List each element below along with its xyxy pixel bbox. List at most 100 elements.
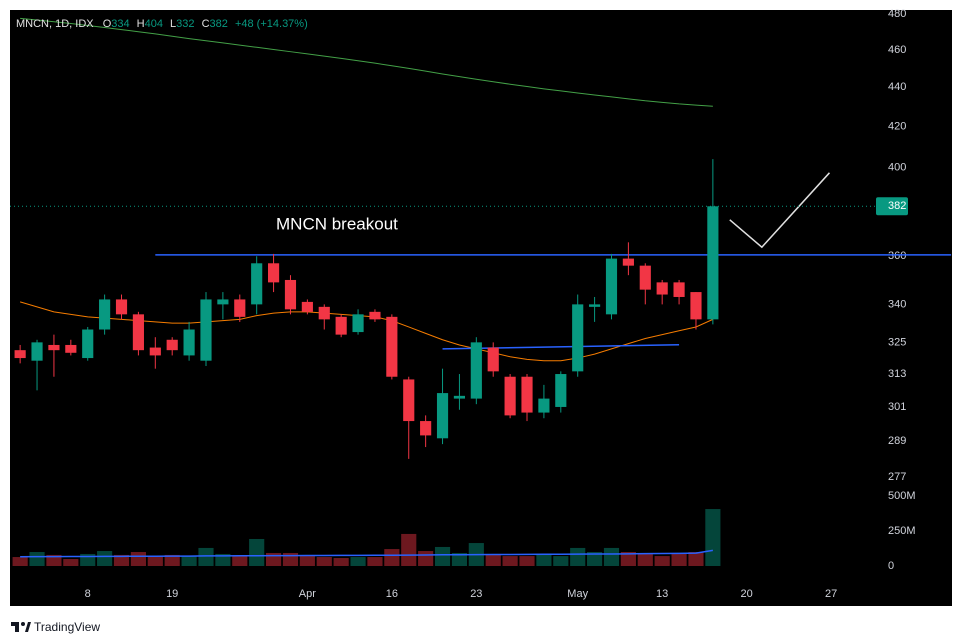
logo-shape: [21, 622, 25, 626]
volume-ma: [20, 549, 713, 558]
volume-bar: [215, 553, 231, 566]
candle-body: [403, 379, 415, 422]
y-tick-label: 480: [888, 8, 906, 20]
candle-body: [453, 395, 466, 399]
candle-body: [251, 263, 263, 305]
v-tick-label: 0: [888, 560, 894, 572]
candle-body: [234, 299, 246, 317]
volume-bar: [418, 551, 434, 566]
y-tick-label: 460: [888, 44, 906, 56]
volume-bar: [333, 558, 349, 566]
volume-pane: 500M 250M 0: [12, 490, 916, 572]
candle-body: [183, 329, 195, 356]
x-tick-label: 23: [470, 588, 482, 600]
candle-body: [65, 344, 77, 353]
v-tick-label: 500M: [888, 490, 916, 502]
ohlc-value: 382: [210, 18, 228, 30]
volume-bar: [384, 549, 400, 566]
footer: TradingView: [34, 620, 100, 634]
candle-body: [284, 279, 297, 310]
moving-average: [20, 17, 713, 107]
candle-body: [589, 304, 601, 307]
candle-body: [420, 421, 432, 436]
candle-body: [200, 299, 212, 361]
volume-bar: [603, 547, 620, 566]
x-tick-label: 8: [85, 588, 91, 600]
volume-bar: [97, 551, 113, 566]
volume-bar: [29, 552, 45, 566]
volume-bar: [434, 546, 451, 566]
volume-bar: [536, 554, 552, 566]
ohlc-value: 332: [176, 18, 194, 30]
volume-bar: [705, 509, 721, 566]
y-tick-label: 313: [888, 368, 906, 380]
y-tick-label: 340: [888, 298, 906, 310]
candle-body: [335, 316, 347, 335]
volume-bar: [620, 552, 636, 566]
candle-body: [99, 299, 111, 330]
header: MNCN, 1D, IDX O334 H404 L332 C382 +48 (+…: [16, 18, 308, 30]
y-tick-label: 277: [888, 471, 906, 483]
candle-body: [673, 282, 685, 297]
trendline: [729, 172, 831, 249]
volume-bar: [350, 557, 366, 566]
volume-bar: [164, 554, 180, 566]
volume-bar: [316, 557, 332, 566]
logo: [11, 622, 31, 632]
volume-bar: [232, 556, 248, 566]
candle-body: [707, 206, 719, 320]
candle-body: [166, 339, 178, 351]
x-tick-label: May: [567, 588, 588, 600]
candle-body: [436, 393, 449, 439]
y-tick-label: 325: [888, 336, 906, 348]
volume-bar: [519, 556, 535, 566]
candle-body: [115, 299, 128, 315]
logo-shape: [25, 622, 31, 632]
v-tick-label: 250M: [888, 525, 916, 537]
volume-bar: [249, 538, 265, 566]
volume-bar: [401, 533, 417, 566]
volume-bar: [130, 552, 146, 566]
change: +48 (+14.37%): [235, 18, 308, 30]
chart-background: [10, 10, 952, 606]
ohlc-label: H: [137, 18, 145, 30]
ohlc-value: 404: [145, 18, 163, 30]
candle-body: [656, 282, 668, 295]
y-tick-label: 301: [888, 401, 906, 413]
volume-bar: [46, 554, 62, 566]
volume-bar: [637, 552, 653, 566]
symbol: MNCN, 1D, IDX: [16, 18, 94, 30]
candle-body: [521, 376, 533, 413]
logo-shape: [15, 622, 19, 632]
candle-body: [48, 344, 60, 351]
last-price-box: [876, 197, 908, 216]
volume-bar: [553, 556, 569, 566]
volume-bar: [198, 547, 214, 566]
volume-bar: [299, 556, 315, 566]
x-tick-label: Apr: [299, 588, 316, 600]
volume-bar: [451, 552, 468, 566]
x-tick-label: 13: [656, 588, 668, 600]
x-tick-label: 27: [825, 588, 837, 600]
volume-bar: [181, 556, 197, 566]
candle-body: [149, 347, 161, 356]
candle-body: [217, 299, 229, 305]
candle-body: [268, 263, 280, 283]
price-pane: 480 460 440 420 400 360 340 325 313 301 289 277 8 19 A…: [10, 8, 952, 600]
y-tick-label: 360: [888, 250, 906, 262]
volume-bar: [587, 552, 603, 566]
x-tick-label: 16: [386, 588, 398, 600]
ohlc-label: O: [103, 18, 112, 30]
volume-bar: [654, 556, 670, 566]
y-tick-label: 420: [888, 120, 906, 132]
volume-bar: [502, 556, 518, 566]
ohlc-label: C: [202, 18, 210, 30]
volume-bar: [688, 552, 704, 566]
volume-bar: [147, 556, 163, 566]
volume-bar: [63, 559, 79, 566]
candle-body: [572, 304, 584, 372]
volume-bar: [671, 552, 687, 566]
volume-bar: [570, 547, 586, 566]
